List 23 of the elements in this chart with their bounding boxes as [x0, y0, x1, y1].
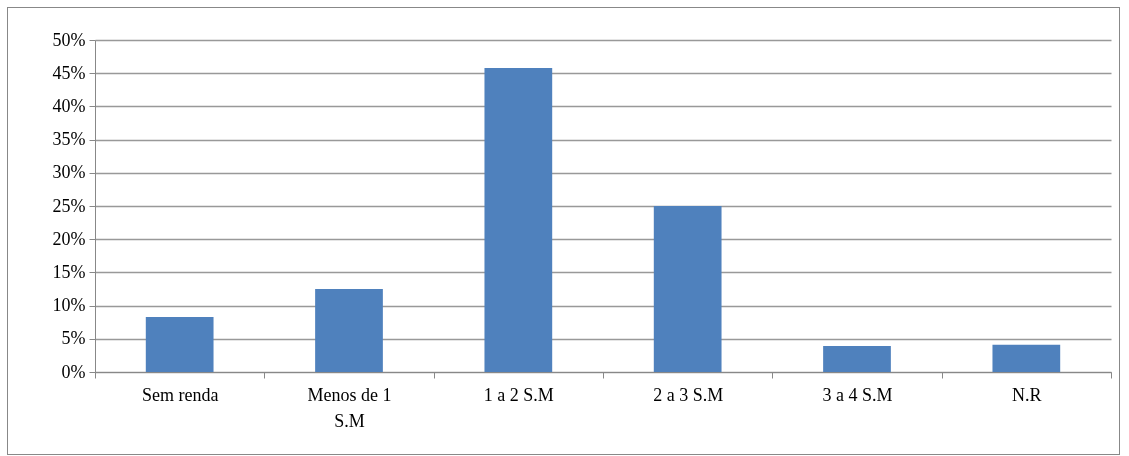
y-tick-label: 20% — [52, 228, 86, 249]
y-tick-label: 10% — [52, 295, 86, 316]
y-tick-label: 40% — [52, 95, 86, 116]
x-tick-label: N.R — [1012, 384, 1042, 405]
y-tick-label: 50% — [52, 29, 86, 50]
x-tick-label: 1 a 2 S.M — [483, 384, 554, 405]
y-tick-label: 45% — [52, 62, 86, 83]
bar — [484, 67, 553, 372]
bar — [315, 289, 383, 372]
x-tick-label: 2 a 3 S.M — [653, 384, 724, 405]
y-tick-label: 15% — [52, 261, 86, 282]
bar — [145, 316, 214, 372]
x-tick-label: 3 a 4 S.M — [822, 384, 893, 405]
bar — [653, 206, 722, 372]
bar — [992, 344, 1061, 372]
y-tick-label: 0% — [61, 361, 86, 382]
x-tick-label: Menos de 1 S.M — [307, 384, 392, 431]
y-tick-label: 35% — [52, 129, 86, 150]
x-tick-label: Sem renda — [141, 384, 219, 405]
y-tick-label: 30% — [52, 162, 86, 183]
y-tick-label: 5% — [61, 328, 86, 349]
bar — [823, 346, 891, 372]
y-tick-label: 25% — [52, 195, 86, 216]
